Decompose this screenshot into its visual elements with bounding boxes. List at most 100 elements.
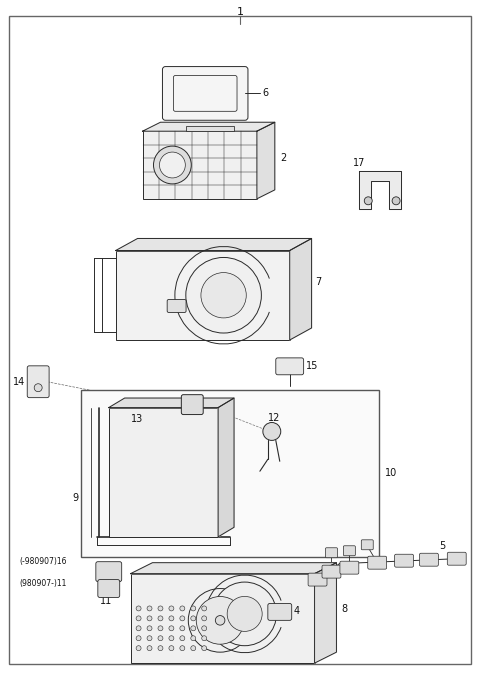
FancyBboxPatch shape xyxy=(325,548,337,557)
FancyBboxPatch shape xyxy=(361,540,373,550)
Circle shape xyxy=(158,646,163,650)
Text: 14: 14 xyxy=(13,377,25,387)
Text: 13: 13 xyxy=(132,414,144,423)
Text: 10: 10 xyxy=(385,468,397,479)
Text: (980907-)11: (980907-)11 xyxy=(19,579,67,588)
Polygon shape xyxy=(116,239,312,251)
Polygon shape xyxy=(257,122,275,199)
Circle shape xyxy=(227,596,262,632)
Polygon shape xyxy=(218,398,234,537)
Circle shape xyxy=(147,606,152,611)
Text: 7: 7 xyxy=(315,277,322,287)
Text: 11: 11 xyxy=(100,596,112,607)
Bar xyxy=(131,574,314,663)
Text: 4: 4 xyxy=(294,607,300,617)
Bar xyxy=(143,131,257,199)
Circle shape xyxy=(180,616,185,621)
FancyBboxPatch shape xyxy=(96,561,122,582)
Circle shape xyxy=(213,582,276,646)
Circle shape xyxy=(201,272,246,318)
Circle shape xyxy=(216,615,225,625)
Text: 6: 6 xyxy=(263,88,269,98)
Bar xyxy=(109,408,218,537)
Circle shape xyxy=(392,197,400,205)
Text: 5: 5 xyxy=(439,541,445,551)
Circle shape xyxy=(136,606,141,611)
Circle shape xyxy=(202,626,207,631)
FancyBboxPatch shape xyxy=(322,565,341,578)
Text: 8: 8 xyxy=(341,605,348,615)
Polygon shape xyxy=(143,122,275,131)
Bar xyxy=(116,251,290,340)
Circle shape xyxy=(158,636,163,641)
FancyBboxPatch shape xyxy=(268,603,292,620)
FancyBboxPatch shape xyxy=(173,75,237,111)
Text: 9: 9 xyxy=(73,493,79,503)
Circle shape xyxy=(158,626,163,631)
Circle shape xyxy=(364,197,372,205)
Circle shape xyxy=(169,636,174,641)
FancyBboxPatch shape xyxy=(276,358,304,375)
Circle shape xyxy=(191,606,196,611)
Circle shape xyxy=(158,616,163,621)
Circle shape xyxy=(191,616,196,621)
Polygon shape xyxy=(109,398,234,408)
FancyBboxPatch shape xyxy=(420,553,438,566)
Circle shape xyxy=(180,636,185,641)
Circle shape xyxy=(147,616,152,621)
Polygon shape xyxy=(314,563,336,663)
Circle shape xyxy=(180,646,185,650)
Polygon shape xyxy=(131,563,336,574)
Circle shape xyxy=(136,636,141,641)
FancyBboxPatch shape xyxy=(343,546,355,556)
Text: (-980907)16: (-980907)16 xyxy=(19,557,67,566)
Circle shape xyxy=(202,636,207,641)
Circle shape xyxy=(191,646,196,650)
Bar xyxy=(186,126,234,131)
Circle shape xyxy=(202,606,207,611)
Text: 12: 12 xyxy=(268,412,280,423)
Circle shape xyxy=(180,626,185,631)
Circle shape xyxy=(180,606,185,611)
FancyBboxPatch shape xyxy=(181,395,203,415)
FancyBboxPatch shape xyxy=(447,552,466,565)
Circle shape xyxy=(147,636,152,641)
Circle shape xyxy=(202,646,207,650)
Text: 15: 15 xyxy=(306,361,318,371)
Circle shape xyxy=(188,588,252,652)
Circle shape xyxy=(34,384,42,392)
Text: 17: 17 xyxy=(353,158,365,168)
Circle shape xyxy=(191,636,196,641)
Circle shape xyxy=(147,626,152,631)
FancyBboxPatch shape xyxy=(98,580,120,597)
FancyBboxPatch shape xyxy=(27,366,49,398)
Circle shape xyxy=(136,626,141,631)
Circle shape xyxy=(263,423,281,440)
Circle shape xyxy=(169,626,174,631)
Circle shape xyxy=(169,616,174,621)
FancyBboxPatch shape xyxy=(368,556,387,569)
Polygon shape xyxy=(360,171,401,209)
Circle shape xyxy=(191,626,196,631)
FancyBboxPatch shape xyxy=(308,573,327,586)
Text: 2: 2 xyxy=(280,153,286,163)
Circle shape xyxy=(186,257,262,333)
Ellipse shape xyxy=(159,152,185,178)
Circle shape xyxy=(169,606,174,611)
Bar xyxy=(81,390,379,557)
Text: 1: 1 xyxy=(237,7,243,17)
Circle shape xyxy=(158,606,163,611)
Polygon shape xyxy=(290,239,312,340)
FancyBboxPatch shape xyxy=(162,67,248,120)
Ellipse shape xyxy=(154,146,192,184)
Circle shape xyxy=(136,646,141,650)
Circle shape xyxy=(147,646,152,650)
FancyBboxPatch shape xyxy=(395,554,413,567)
Circle shape xyxy=(202,616,207,621)
Circle shape xyxy=(169,646,174,650)
Text: 3: 3 xyxy=(256,615,262,625)
FancyBboxPatch shape xyxy=(167,299,186,313)
Circle shape xyxy=(136,616,141,621)
Circle shape xyxy=(196,596,244,644)
FancyBboxPatch shape xyxy=(340,561,359,574)
